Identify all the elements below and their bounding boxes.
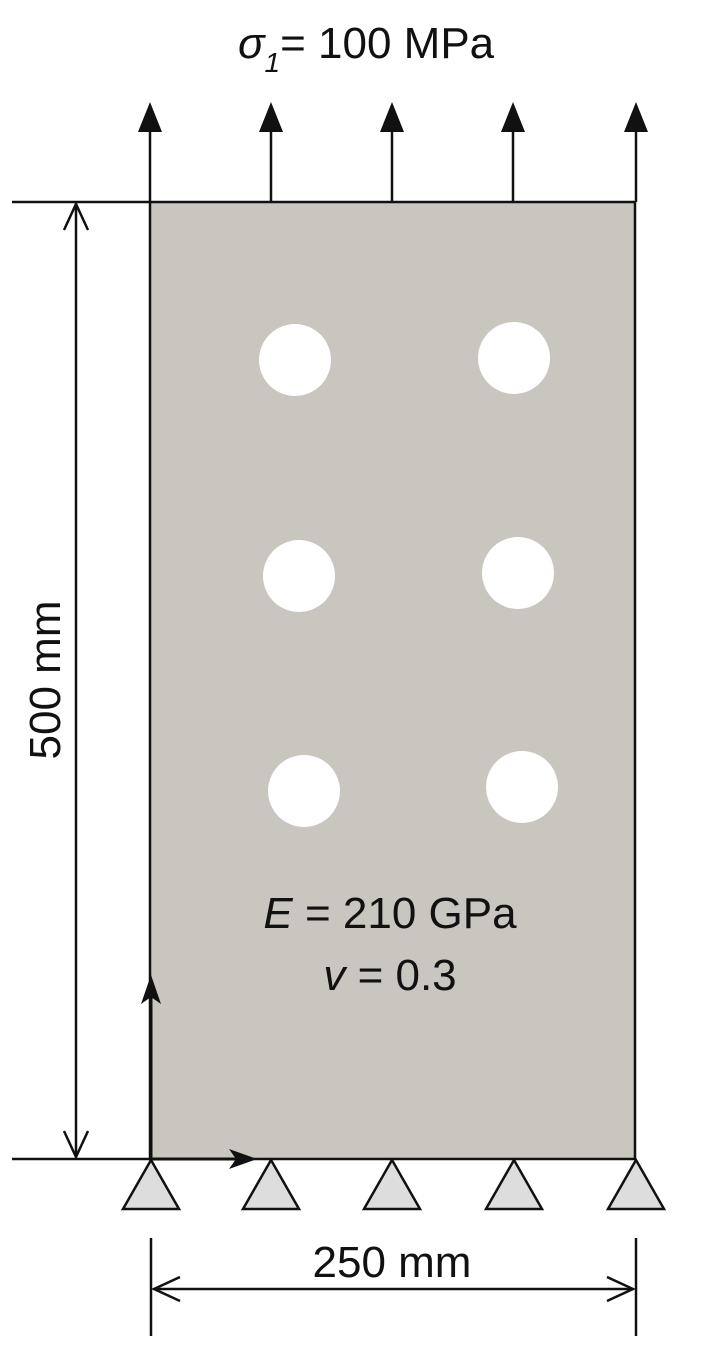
- support-4: [483, 1157, 545, 1211]
- support-3: [361, 1157, 423, 1211]
- plate: [148, 200, 637, 1161]
- load-subscript: 1: [265, 47, 281, 78]
- load-symbol: σ: [238, 19, 266, 68]
- hole-middle-right: [482, 537, 554, 609]
- load-label: σ1= 100 MPa: [238, 19, 495, 78]
- tension-arrow-4-head: [501, 102, 525, 132]
- holes: [259, 322, 558, 827]
- height-dimension-arrow-top: [62, 201, 90, 231]
- width-dimension-arrow-right: [606, 1275, 636, 1303]
- poissons-ratio-label: v = 0.3: [323, 951, 456, 1000]
- width-dimension: 250 mm: [149, 1238, 638, 1336]
- tension-arrow-3-head: [380, 102, 404, 132]
- x-axis-arrow-head: [229, 1149, 257, 1169]
- tension-arrows: [138, 102, 648, 202]
- poissons-ratio-value: = 0.3: [358, 951, 457, 1000]
- height-label: 500 mm: [21, 601, 70, 760]
- hole-bottom-left: [268, 755, 340, 827]
- coordinate-axes: [141, 975, 257, 1169]
- load-value: = 100 MPa: [280, 19, 495, 68]
- y-axis-arrow-head: [141, 975, 161, 1004]
- width-label: 250 mm: [313, 1238, 472, 1287]
- tension-arrow-1-head: [138, 102, 162, 132]
- hole-bottom-right: [486, 751, 558, 823]
- youngs-modulus-value: = 210 GPa: [305, 889, 517, 938]
- tension-arrow-2-head: [259, 102, 283, 132]
- supports: [120, 1157, 667, 1211]
- height-dimension-arrow-bottom: [62, 1130, 90, 1160]
- support-2: [240, 1157, 302, 1211]
- youngs-modulus-symbol: E: [263, 889, 293, 938]
- support-5: [605, 1157, 667, 1211]
- width-dimension-arrow-left: [151, 1275, 181, 1303]
- support-1: [120, 1157, 182, 1211]
- hole-top-right: [478, 322, 550, 394]
- youngs-modulus-label: E = 210 GPa: [263, 889, 517, 938]
- poissons-ratio-symbol: v: [323, 951, 348, 1000]
- hole-top-left: [259, 324, 331, 396]
- hole-middle-left: [263, 540, 335, 612]
- height-dimension: 500 mm: [12, 200, 150, 1161]
- tension-arrow-5-head: [624, 102, 648, 132]
